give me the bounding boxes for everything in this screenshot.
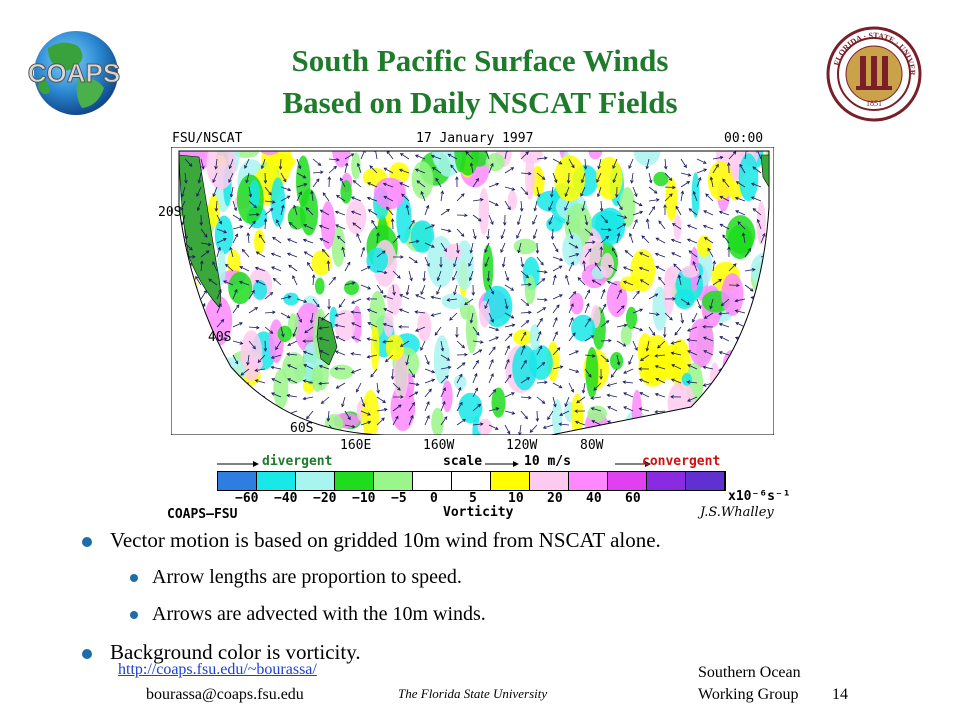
coaps-logo-text: COAPS [28,58,120,88]
wind-vorticity-map [170,146,775,436]
author-url-link[interactable]: http://coaps.fsu.edu/~bourassa/ [118,661,317,678]
vorticity-colorbar [217,471,726,491]
bullet-dot-icon [82,537,92,548]
lon-label-160e: 160E [340,438,372,453]
map-source-label: FSU/NSCAT [172,131,243,146]
slide-title-line1: South Pacific Surface Winds [291,43,669,78]
lat-label-60s: 60S [290,421,314,436]
group-line1: Southern Ocean [698,664,801,681]
lon-label-120w: 120W [506,438,538,453]
colorbar-ticks: −60 −40 −20 −10 −5 0 5 10 20 40 60 [217,491,757,507]
colorbar-tick-label: 20 [547,491,563,506]
colorbar-title: Vorticity [443,505,514,520]
colorbar-swatch [374,472,413,490]
lat-label-20s: 20S [158,205,182,220]
colorbar-swatch [491,472,530,490]
colorbar-swatch [608,472,647,490]
map-date-label: 17 January 1997 [416,131,534,146]
lon-label-80w: 80W [580,438,604,453]
legend-arrows [217,461,651,467]
colorbar-tick-label: −20 [313,491,337,506]
colorbar-swatch [647,472,686,490]
lat-label-40s: 40S [208,330,232,345]
colorbar-tick-label: −40 [274,491,298,506]
colorbar-swatch [218,472,257,490]
legend-convergent: convergent [642,454,721,469]
bullet-4: Background color is vorticity. [82,640,361,665]
lon-label-160w: 160W [423,438,455,453]
colorbar-swatch [686,472,725,490]
slide-title-line2: Based on Daily NSCAT Fields [282,85,678,120]
colorbar-tick-label: −10 [352,491,376,506]
colorbar-swatch [569,472,608,490]
florida-state-university-seal: FLORIDA · STATE · UNIVERSITY 1851 [823,19,922,122]
bullet-3-text: Arrows are advected with the 10m winds. [152,603,486,625]
map-time-label: 00:00 [724,131,764,146]
colorbar-swatch [530,472,569,490]
colorbar-tick-label: 5 [469,491,477,506]
colorbar-tick-label: 60 [625,491,641,506]
colorbar-units: x10⁻⁶s⁻¹ [728,489,791,504]
colorbar-swatch [257,472,296,490]
bullet-1: Vector motion is based on gridded 10m wi… [82,528,661,553]
author-email: bourassa@coaps.fsu.edu [146,686,304,703]
colorbar-swatch [335,472,374,490]
colorbar-tick-label: −5 [391,491,407,506]
colorbar-tick-label: 40 [586,491,602,506]
colorbar-swatch [452,472,491,490]
legend-scale-label: scale [443,454,483,469]
colorbar-tick-label: 10 [508,491,524,506]
bullet-3: Arrows are advected with the 10m winds. [130,603,486,626]
bullet-2-text: Arrow lengths are proportion to speed. [152,566,462,588]
colorbar-swatch [296,472,335,490]
bullet-4-text: Background color is vorticity. [110,640,361,664]
group-line2: Working Group [698,686,799,703]
colorbar-tick-label: −60 [235,491,259,506]
bullet-2: Arrow lengths are proportion to speed. [130,566,462,589]
legend-scale-value: 10 m/s [524,454,571,469]
university-name: The Florida State University [398,686,548,701]
colorbar-tick-label: 0 [430,491,438,506]
bullet-dot-icon [130,574,138,583]
svg-text:1851: 1851 [866,99,882,108]
bullet-1-text: Vector motion is based on gridded 10m wi… [110,528,661,552]
slide-page-number: 14 [832,686,848,703]
map-credit-right: J.S.Whalley [700,505,774,520]
bullet-dot-icon [130,611,138,620]
coaps-globe-logo: COAPS [18,28,130,118]
colorbar-swatch [413,472,452,490]
legend-divergent: divergent [262,454,333,469]
bullet-dot-icon [82,649,92,660]
map-credit-left: COAPS–FSU [167,507,238,522]
